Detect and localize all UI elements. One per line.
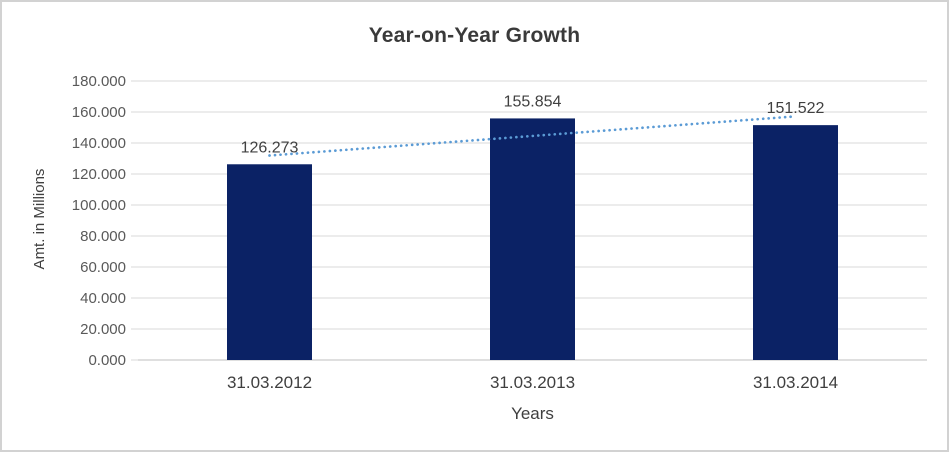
x-tick-label: 31.03.2014 xyxy=(753,373,838,392)
y-tick-label: 100.000 xyxy=(72,197,126,214)
bar xyxy=(753,125,838,360)
x-tick-label: 31.03.2012 xyxy=(227,373,312,392)
y-tick-label: 40.000 xyxy=(80,290,126,307)
x-tick-label: 31.03.2013 xyxy=(490,373,575,392)
y-tick-label: 0.000 xyxy=(88,352,126,369)
bar-data-label: 155.854 xyxy=(504,93,562,110)
chart-title: Year-on-Year Growth xyxy=(368,24,581,47)
y-tick-label: 20.000 xyxy=(80,321,126,338)
y-tick-label: 180.000 xyxy=(72,73,126,90)
y-tick-label: 60.000 xyxy=(80,259,126,276)
bar xyxy=(227,164,312,360)
y-tick-label: 80.000 xyxy=(80,228,126,245)
bar-data-label: 151.522 xyxy=(767,100,825,117)
bar xyxy=(490,118,575,360)
x-axis-title: Years xyxy=(511,404,554,423)
y-tick-label: 120.000 xyxy=(72,166,126,183)
bar-data-label: 126.273 xyxy=(241,139,299,156)
y-tick-label: 160.000 xyxy=(72,104,126,121)
y-tick-label: 140.000 xyxy=(72,135,126,152)
trendline-dotted xyxy=(268,115,797,157)
